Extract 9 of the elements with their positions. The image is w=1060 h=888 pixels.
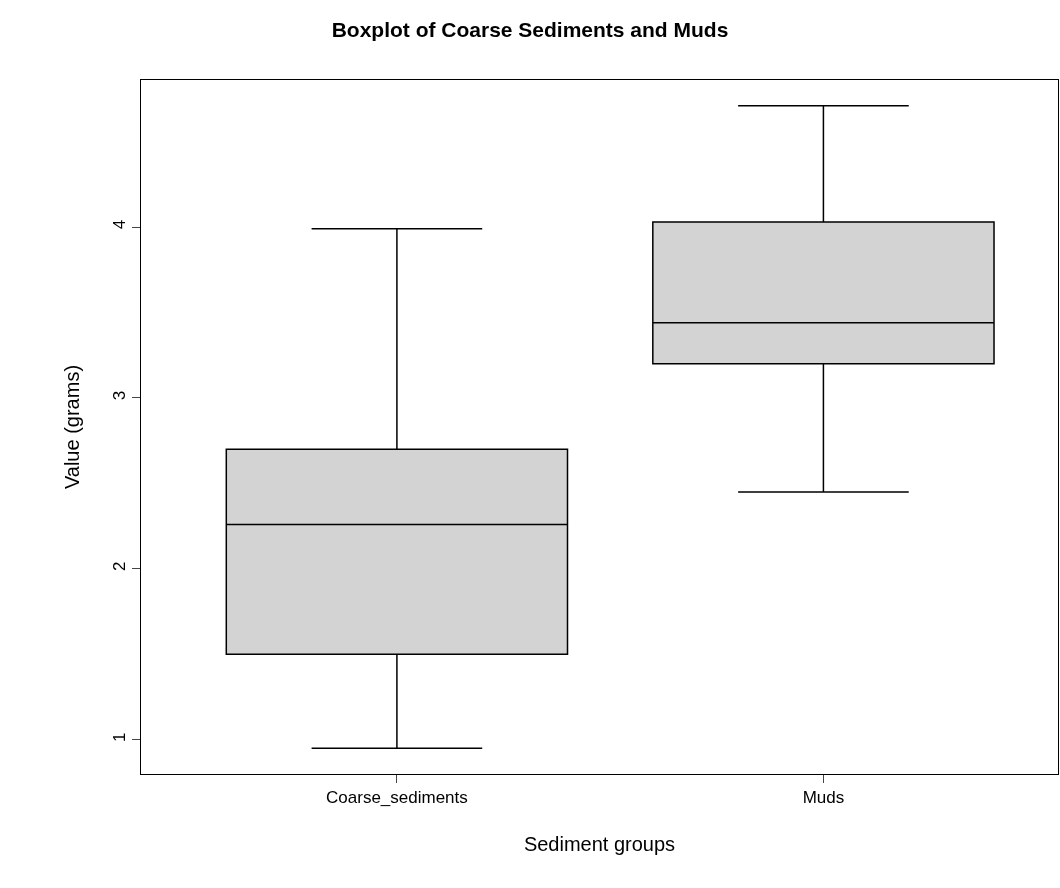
x-tick-label: Coarse_sediments [326,788,468,808]
y-tick-label: 2 [110,561,130,572]
y-axis-title: Value (grams) [60,364,83,490]
x-axis-title: Sediment groups [523,832,676,855]
y-tick-label: 3 [110,390,130,401]
y-tick-label: 4 [110,219,130,230]
x-tick-label: Muds [802,788,845,808]
chart-title: Boxplot of Coarse Sediments and Muds [331,17,729,41]
y-tick-label: 1 [110,732,130,742]
